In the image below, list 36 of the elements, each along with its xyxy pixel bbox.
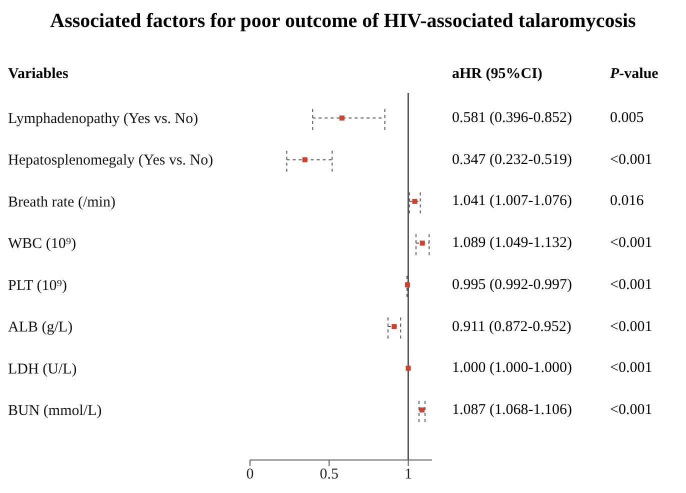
y-tick-label: LDH (U/L) — [8, 361, 77, 378]
text: <0.001 — [610, 234, 652, 254]
y-tick-label: ALB (g/L) — [8, 320, 73, 336]
chart-title: Associated factors for poor outcome of HIV-associated talaromycosis — [49, 10, 637, 33]
y-tick-label: PLT (10⁹) — [8, 278, 67, 294]
y-tick-label: Lymphadenopathy (Yes vs. No) — [8, 111, 198, 128]
x-tick-label: 1 — [404, 466, 412, 483]
data-label: 1.000 (1.000-1.000) — [452, 359, 572, 378]
data-label: 0.995 (0.992-0.997) — [452, 276, 572, 295]
x-tick-label: 0.5 — [320, 466, 339, 483]
text: <0.001 — [610, 400, 652, 420]
text: Variables — [8, 65, 68, 84]
text: <0.001 — [610, 276, 652, 295]
point — [392, 324, 397, 330]
x-tick-label: 0 — [246, 466, 254, 483]
text: 0.016 — [610, 192, 644, 212]
point — [420, 240, 425, 246]
data-label: 1.087 (1.068-1.106) — [452, 400, 572, 420]
data-label: 0.581 (0.396-0.852) — [452, 109, 572, 128]
y-tick-label: Hepatosplenomegaly (Yes vs. No) — [8, 152, 214, 169]
y-tick-label: WBC (10⁹) — [8, 236, 76, 252]
point — [302, 157, 308, 162]
point — [339, 116, 344, 121]
data-label: 1.041 (1.007-1.076) — [452, 192, 572, 212]
y-tick-label: Breath rate (/min) — [8, 194, 116, 210]
text: 0.005 — [610, 109, 644, 128]
data-label: 0.911 (0.872-0.952) — [452, 318, 572, 337]
data-label: 0.347 (0.232-0.519) — [452, 150, 572, 170]
y-tick-label: BUN (mmol/L) — [8, 402, 102, 419]
text: <0.001 — [610, 318, 652, 337]
text: <0.001 — [610, 359, 652, 378]
text: P-value — [610, 65, 658, 84]
data-label: 1.089 (1.049-1.132) — [452, 234, 572, 254]
point — [412, 198, 418, 204]
text: aHR (95%CI) — [452, 65, 542, 84]
text: <0.001 — [610, 150, 652, 170]
